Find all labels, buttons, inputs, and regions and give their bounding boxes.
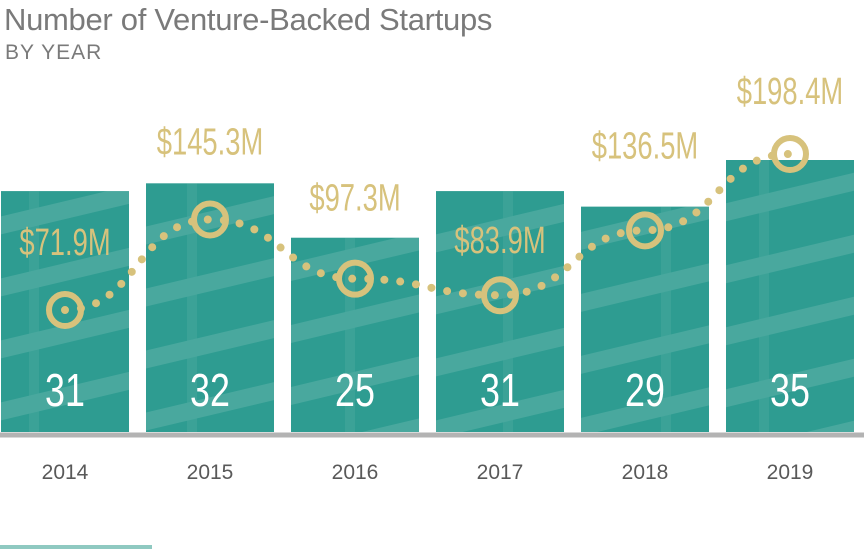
texture-plank [726, 358, 854, 408]
texture-plank [726, 234, 854, 284]
bar-count-label: 31 [480, 365, 520, 416]
texture-post [661, 206, 671, 432]
texture-plank [291, 356, 419, 405]
bars-layer [1, 160, 854, 432]
chart-subtitle: BY YEAR [5, 41, 103, 64]
bar-2019 [726, 160, 854, 432]
texture-plank [1, 309, 129, 359]
bar-count-label: 25 [335, 365, 375, 416]
texture-plank [291, 294, 419, 343]
bar-texture-2018 [581, 206, 709, 432]
texture-post [29, 191, 39, 432]
funding-amount-label: $83.9M [454, 220, 545, 262]
bar-texture-2019 [726, 160, 854, 432]
texture-plank [436, 203, 564, 253]
texture-plank [806, 420, 854, 432]
x-tick-label: 2019 [767, 461, 814, 484]
funding-amount-label: $145.3M [157, 121, 263, 163]
dotted-line-layer [46, 135, 809, 329]
x-tick-label: 2014 [42, 461, 89, 484]
x-tick-label: 2015 [187, 461, 234, 484]
bar-2016 [291, 237, 419, 432]
funding-line [61, 150, 794, 314]
texture-post [187, 183, 197, 432]
accent-strip [0, 545, 152, 549]
texture-plank [581, 325, 709, 374]
funding-point [46, 291, 84, 329]
wood-texture-layer [1, 160, 854, 534]
bar-2015 [146, 183, 274, 432]
x-tick-label: 2016 [332, 461, 379, 484]
funding-point [336, 259, 374, 298]
texture-plank [581, 206, 709, 250]
bar-count-label: 29 [625, 365, 665, 416]
texture-plank [1, 191, 129, 235]
funding-point [626, 211, 664, 250]
texture-plank [146, 382, 274, 431]
texture-plank [726, 296, 854, 346]
texture-plank [436, 327, 564, 377]
x-tick-label: 2017 [477, 461, 524, 484]
texture-plank [436, 265, 564, 315]
bar-count-label: 31 [45, 365, 85, 416]
x-tick-labels: 2014 2015 2016 2017 2018 2019 [42, 461, 814, 484]
texture-plank [271, 476, 439, 534]
texture-post [345, 237, 355, 432]
texture-plank [362, 418, 419, 432]
chart-title: Number of Venture-Backed Startups [4, 2, 493, 37]
bar-count-label: 35 [770, 365, 810, 416]
bar-texture-2014 [1, 191, 129, 432]
labels-layer: 31 32 25 31 29 35 $71.9M $145.3M $97.3M $83.9M $13… [19, 71, 843, 416]
texture-post [759, 160, 769, 432]
texture-plank [146, 258, 274, 307]
texture-plank [1, 371, 129, 421]
texture-plank [726, 172, 854, 222]
texture-plank [581, 387, 709, 432]
bar-count-label: 32 [190, 365, 230, 416]
funding-point [771, 135, 809, 173]
funding-amount-label: $97.3M [309, 177, 400, 219]
funding-amount-label: $198.4M [737, 71, 843, 113]
texture-plank [146, 320, 274, 369]
funding-point [191, 200, 229, 239]
x-tick-label: 2018 [622, 461, 669, 484]
texture-plank [581, 263, 709, 312]
funding-amount-label: $71.9M [19, 222, 110, 264]
funding-amount-label: $136.5M [592, 125, 698, 167]
texture-plank [436, 389, 564, 432]
texture-plank [1, 247, 129, 297]
funding-point [481, 276, 519, 315]
